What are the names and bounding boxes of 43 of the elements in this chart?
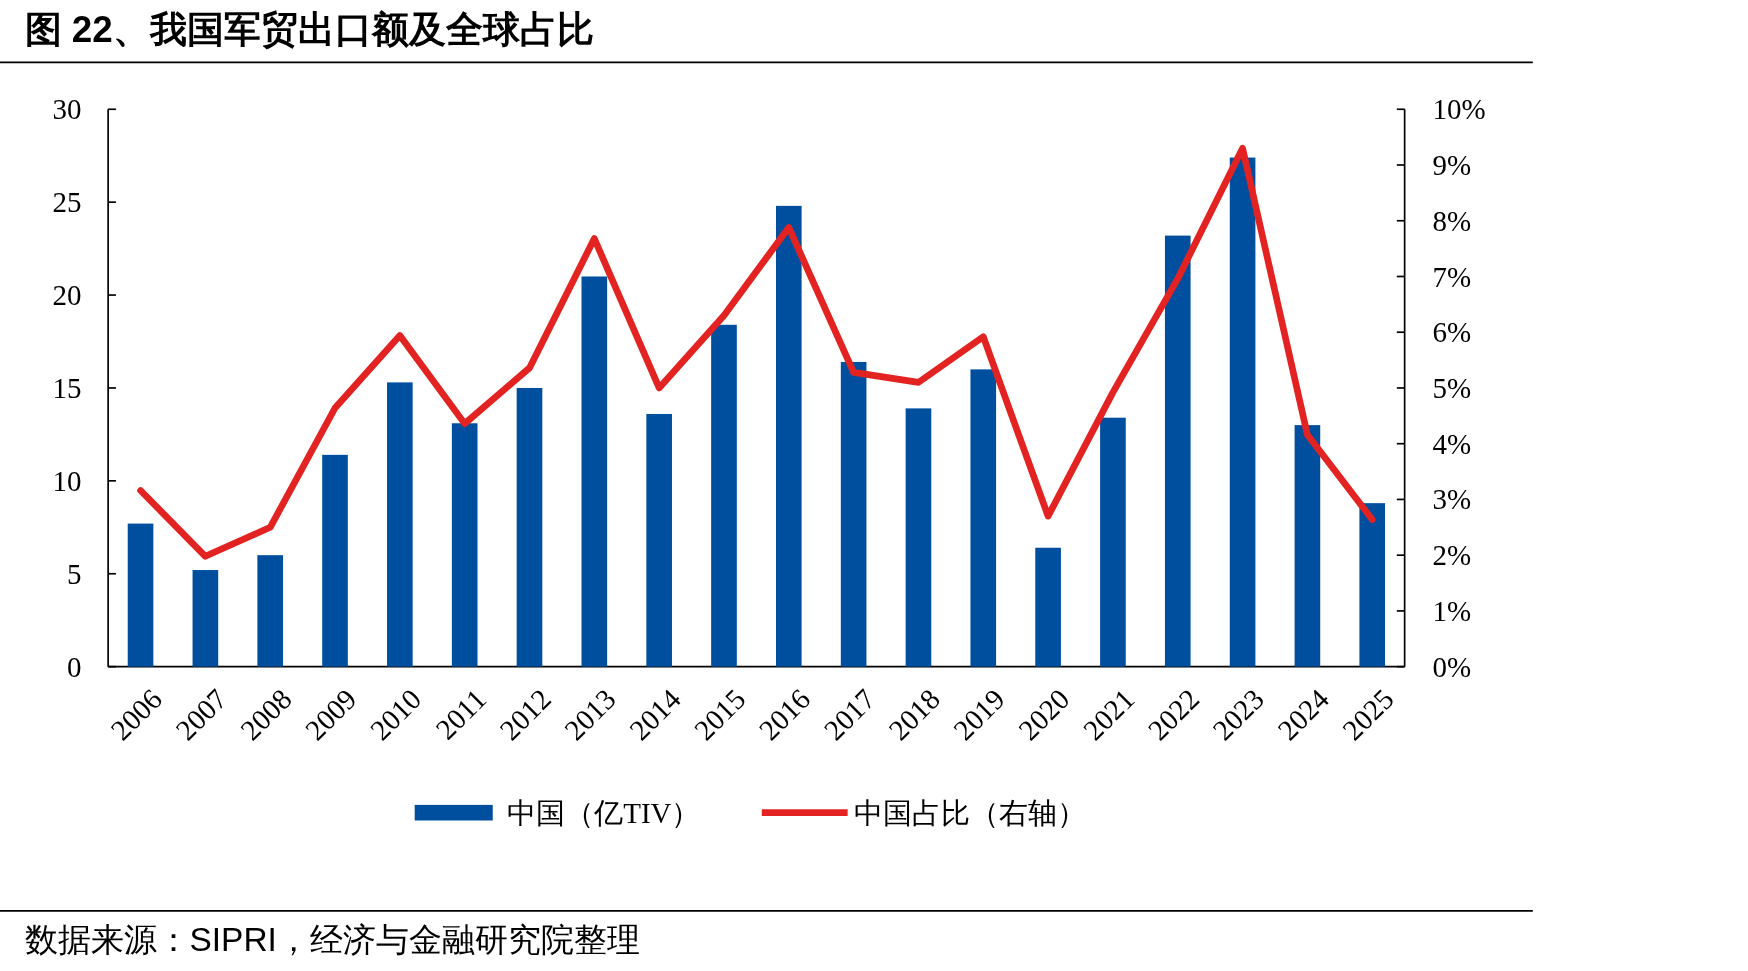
bar <box>970 369 997 667</box>
bar <box>451 423 478 667</box>
legend-label: 中国（亿TIV） <box>507 796 701 829</box>
y2-tick-label: 4% <box>1432 427 1472 460</box>
source-note: 数据来源：SIPRI，经济与金融研究院整理 <box>24 920 640 958</box>
x-tick-label: 2011 <box>429 682 493 746</box>
y-tick-label: 25 <box>52 186 82 219</box>
bar <box>1164 235 1191 667</box>
bar <box>1100 417 1126 667</box>
y2-tick-label: 2% <box>1432 539 1472 572</box>
legend-label: 中国占比（右轴） <box>854 796 1087 829</box>
bar <box>322 454 348 667</box>
y2-tick-label: 1% <box>1432 594 1472 627</box>
y-tick-label: 15 <box>52 371 82 404</box>
bar <box>711 324 737 667</box>
y2-tick-label: 10% <box>1432 93 1486 126</box>
bar <box>516 387 543 667</box>
bar <box>192 570 219 667</box>
bar <box>1294 425 1321 667</box>
y2-tick-label: 8% <box>1432 204 1472 237</box>
bar <box>1229 157 1256 667</box>
bar <box>581 276 608 667</box>
y-tick-label: 20 <box>52 279 82 312</box>
y-tick-label: 30 <box>52 93 82 126</box>
bar <box>387 382 413 667</box>
bar <box>775 205 802 667</box>
y-tick-label: 5 <box>66 557 82 590</box>
bar <box>1359 503 1386 667</box>
bar <box>1035 547 1061 667</box>
y2-tick-label: 9% <box>1432 149 1472 182</box>
y2-tick-label: 6% <box>1432 316 1472 349</box>
y-tick-label: 10 <box>52 464 82 497</box>
y-tick-label: 0 <box>66 650 82 683</box>
bar <box>646 413 672 667</box>
bar <box>905 408 932 667</box>
bar <box>840 361 867 667</box>
y2-tick-label: 0% <box>1432 650 1472 683</box>
chart-title: 图 22、我国军贸出口额及全球占比 <box>24 9 594 51</box>
bar <box>127 523 154 667</box>
y2-tick-label: 5% <box>1432 371 1472 404</box>
bar <box>257 555 284 667</box>
y2-tick-label: 7% <box>1432 260 1472 293</box>
y2-tick-label: 3% <box>1432 483 1472 516</box>
